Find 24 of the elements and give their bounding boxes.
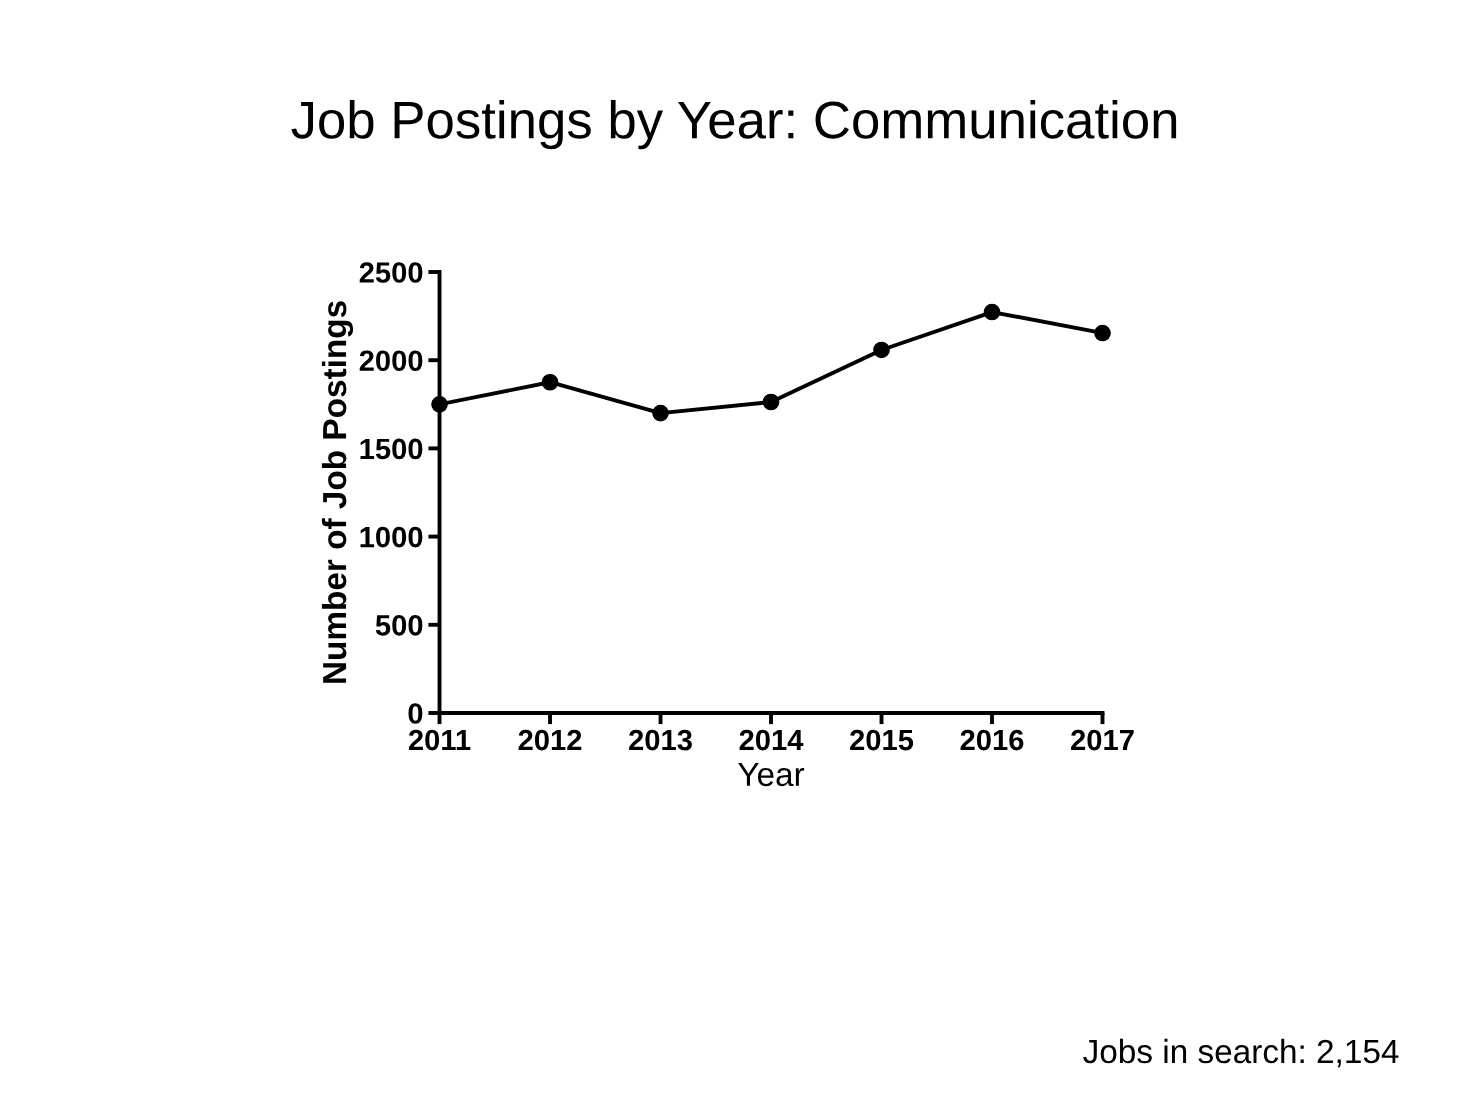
x-tick-label: 2015 bbox=[850, 729, 914, 751]
point bbox=[652, 404, 669, 422]
y-axis-title: Number of Job Postings bbox=[321, 301, 354, 683]
y-tick-label: 2000 bbox=[359, 350, 423, 372]
x-axis-title: Year bbox=[738, 762, 805, 787]
text: Jobs in search: 2,154 bbox=[1083, 1038, 1399, 1068]
point bbox=[1094, 324, 1111, 342]
y-tick-label: 500 bbox=[375, 614, 423, 636]
point bbox=[983, 303, 1001, 321]
point bbox=[873, 341, 890, 359]
x-tick-label: 2014 bbox=[739, 729, 804, 751]
x-tick-label: 2011 bbox=[408, 729, 471, 751]
chart-title: Job Postings by Year: Communication bbox=[291, 100, 1177, 150]
x-tick-label: 2012 bbox=[518, 729, 582, 751]
x-tick-label: 2013 bbox=[629, 729, 692, 751]
x-tick-label: 2016 bbox=[960, 729, 1024, 751]
y-tick-label: 2500 bbox=[359, 262, 423, 283]
y-tick-label: 1000 bbox=[360, 526, 423, 548]
point bbox=[541, 373, 559, 391]
y-tick-label: 1500 bbox=[360, 438, 423, 460]
y-tick-label: 0 bbox=[408, 703, 423, 724]
x-tick-label: 2017 bbox=[1071, 729, 1134, 751]
point bbox=[431, 395, 448, 413]
point bbox=[762, 393, 780, 411]
